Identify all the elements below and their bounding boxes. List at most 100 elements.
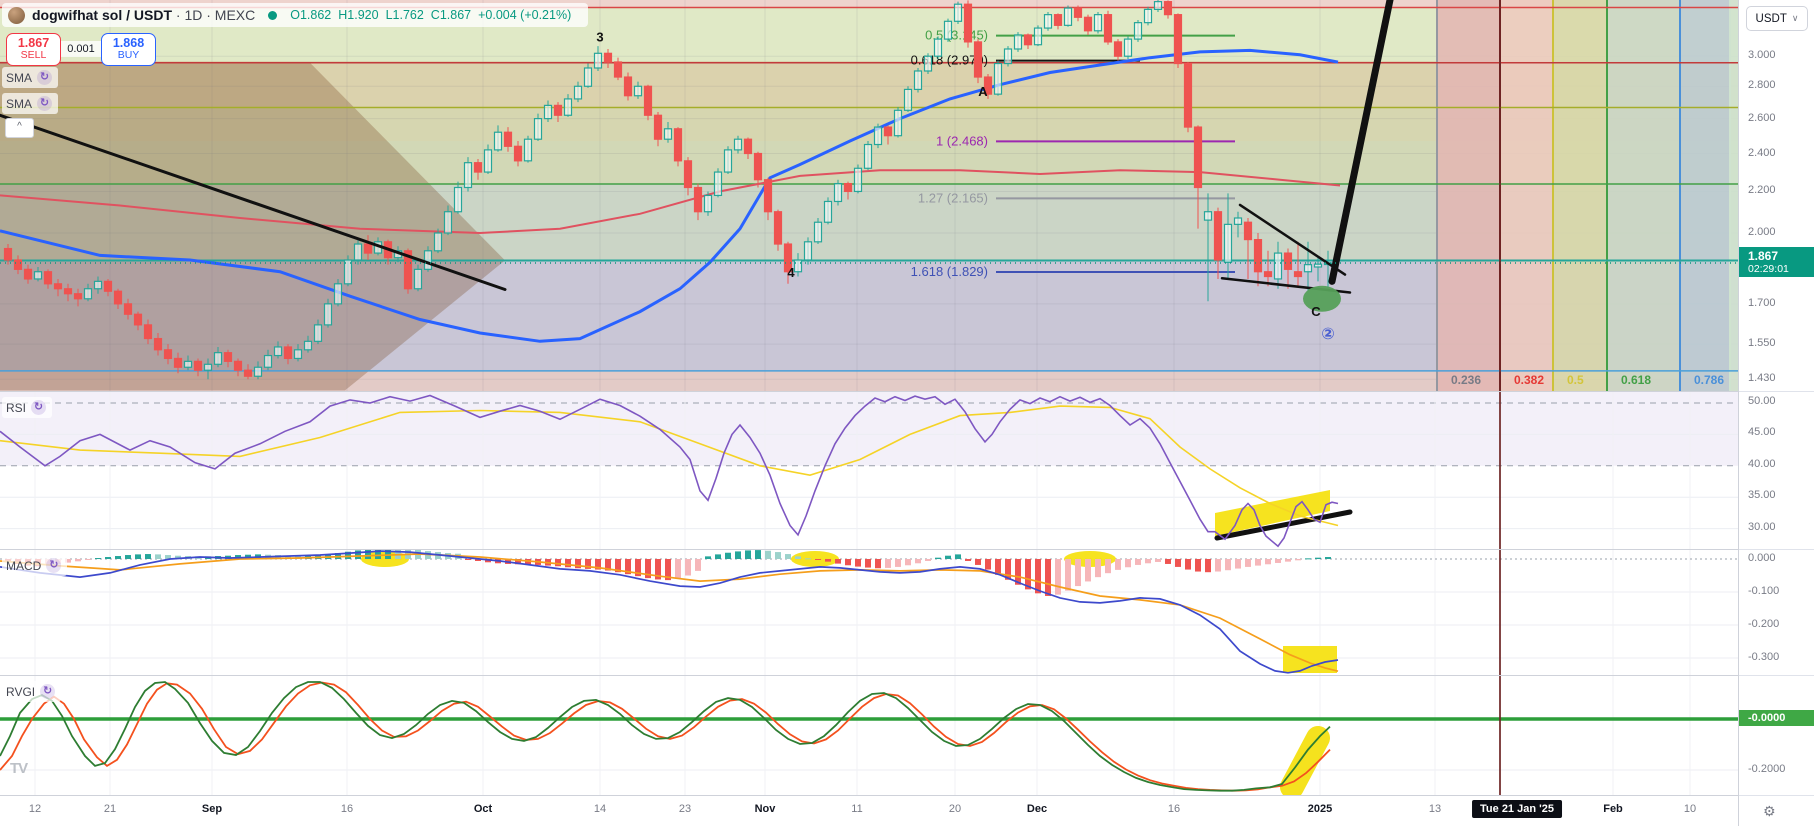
macd-hist-bar <box>1265 559 1271 565</box>
legend-rsi[interactable]: RSI ↻ <box>2 397 53 418</box>
candle-body <box>1203 211 1213 221</box>
macd-pane[interactable] <box>0 550 1738 675</box>
sma-label: SMA <box>6 96 33 111</box>
candle-body <box>983 76 993 95</box>
legend-sma-2[interactable]: SMA ↻ <box>2 93 59 114</box>
candle-body <box>53 283 63 290</box>
candle-body <box>693 186 703 213</box>
candle-body <box>243 369 253 377</box>
currency-selector[interactable]: USDT ∨ <box>1746 6 1808 31</box>
fib-extension-label: 1.27 (2.165) <box>918 190 988 205</box>
macd-chart-canvas[interactable] <box>0 550 1738 675</box>
macd-hist-bar <box>1125 559 1131 568</box>
candle-body <box>933 38 943 57</box>
candle-body <box>1163 1 1173 16</box>
candle-body <box>993 62 1003 95</box>
collapse-legend-button[interactable]: ^ <box>5 118 34 138</box>
time-label: Dec <box>1026 803 1048 815</box>
macd-hist-bar <box>175 555 181 559</box>
candle-body <box>903 88 913 111</box>
macd-hist-bar <box>515 559 521 565</box>
candle-body <box>473 162 483 173</box>
loading-spinner-icon: ↻ <box>46 558 62 573</box>
candle-body <box>733 138 743 151</box>
macd-hist-bar <box>605 559 611 571</box>
candles <box>3 0 1333 380</box>
rsi-tick: 45.00 <box>1748 426 1776 439</box>
macd-hist-bar <box>85 559 91 560</box>
legend-sma-1[interactable]: SMA ↻ <box>2 67 59 88</box>
candle-body <box>173 357 183 368</box>
candle-body <box>83 288 93 300</box>
macd-hist-bar <box>805 558 811 560</box>
trendline <box>1328 0 1394 285</box>
buy-button[interactable]: 1.868 BUY <box>101 32 156 66</box>
macd-hist-bar <box>1305 558 1311 560</box>
candle-body <box>703 194 713 213</box>
rsi-support-trendline <box>1214 509 1353 541</box>
rvgi-line <box>0 681 1331 792</box>
rsi-ma-line <box>0 405 1339 527</box>
macd-hist-bar <box>735 551 741 559</box>
candle-body <box>1313 263 1323 268</box>
candle-body <box>743 138 753 155</box>
candle-body <box>423 250 433 270</box>
price-axis[interactable]: USDT ∨ 3.000 2.800 2.600 2.400 2.200 2.000 1.7… <box>1738 0 1814 826</box>
rsi-label: RSI <box>6 400 27 415</box>
loading-spinner-icon: ↻ <box>37 96 53 111</box>
candle-body <box>593 52 603 69</box>
macd-hist-bar <box>645 559 651 579</box>
pane-separator[interactable] <box>0 549 1814 550</box>
macd-hist-bar <box>1105 559 1111 574</box>
rvgi-chart-canvas[interactable] <box>0 676 1738 795</box>
macd-hist-bar <box>615 559 621 573</box>
macd-hist-bar <box>1175 559 1181 567</box>
rsi-tick: 30.00 <box>1748 520 1776 533</box>
pane-separator[interactable] <box>0 391 1814 392</box>
time-label: 14 <box>593 803 607 815</box>
macd-hist-bar <box>895 559 901 567</box>
candle-body <box>1013 34 1023 50</box>
crosshair-date-badge: Tue 21 Jan '25 <box>1472 800 1562 818</box>
macd-hist-bar <box>75 559 81 562</box>
symbol-title[interactable]: dogwifhat sol / USDT · 1D · MEXC <box>32 7 256 23</box>
candle-body <box>803 241 813 261</box>
candle-body <box>113 290 123 305</box>
wave-label: 4 <box>787 265 795 280</box>
macd-tick: -0.300 <box>1748 651 1780 663</box>
rsi-chart-canvas[interactable] <box>0 392 1738 549</box>
rsi-pane[interactable] <box>0 392 1738 549</box>
macd-hist-bar <box>655 559 661 580</box>
rvgi-pane[interactable] <box>0 676 1738 795</box>
legend-rvgi[interactable]: RVGI ↻ <box>2 681 62 702</box>
macd-hist-bar <box>1225 559 1231 571</box>
candle-body <box>43 271 53 285</box>
pane-separator[interactable] <box>0 675 1814 676</box>
macd-hist-bar <box>1075 559 1081 587</box>
price-tick: 2.200 <box>1748 184 1776 197</box>
gear-icon[interactable]: ⚙ <box>1763 803 1776 819</box>
sell-button[interactable]: 1.867 SELL <box>6 32 61 66</box>
candle-body <box>883 126 893 137</box>
macd-hist-bar <box>965 559 971 561</box>
macd-hist-bar <box>945 555 951 559</box>
ohlc-token: O1.862 <box>290 8 332 22</box>
time-axis[interactable]: 12 21 Sep 16 Oct 14 23 Nov 11 20 Dec 16 2025 13 Feb 10 … <box>0 795 1738 826</box>
ohlc-readout: O1.862 H1.920 L1.762 C1.867 +0.004 (+0.21%) <box>290 6 578 24</box>
fib-retracement-column <box>1680 0 1730 391</box>
macd-hist-bar <box>145 554 151 559</box>
legend-macd[interactable]: MACD ↻ <box>2 555 68 576</box>
fib-column-label: 0.236 <box>1451 373 1481 387</box>
macd-hist-bar <box>1165 559 1171 564</box>
macd-hist-bar <box>155 554 161 559</box>
price-pane[interactable]: 0.236 0.382 0.5 0.618 0.786 0.5 (3.145) 0.618 … <box>0 0 1738 391</box>
macd-hist-bar <box>825 559 831 562</box>
candle-body <box>713 171 723 197</box>
candle-body <box>1173 14 1183 65</box>
time-label: 2025 <box>1307 803 1333 815</box>
candle-body <box>1253 238 1263 273</box>
macd-hist-bar <box>865 559 871 568</box>
candle-body <box>413 268 423 290</box>
macd-hist-bar <box>345 551 351 559</box>
